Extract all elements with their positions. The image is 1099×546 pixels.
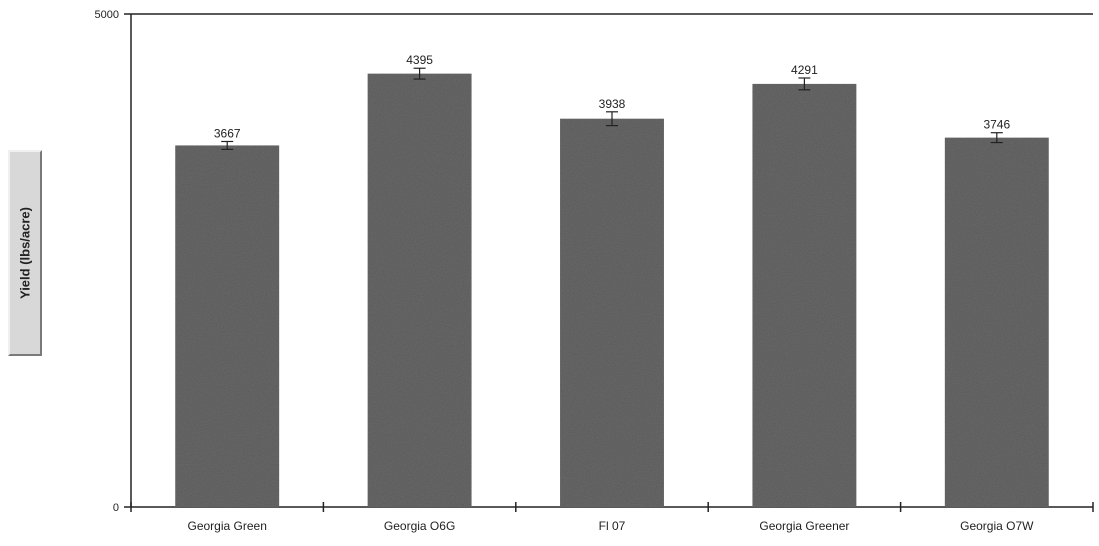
x-tick-label: Georgia O7W [960, 519, 1034, 533]
y-axis-label: Yield (lbs/acre) [17, 207, 33, 299]
data-label: 3667 [214, 126, 241, 140]
bar [560, 118, 664, 508]
data-label: 3938 [599, 97, 626, 111]
data-label: 4291 [791, 63, 818, 77]
bar [944, 137, 1049, 507]
y-tick-label: 5000 [95, 9, 119, 21]
x-tick-label: Georgia O6G [384, 519, 455, 533]
bar [752, 83, 857, 507]
data-label: 4395 [406, 53, 433, 67]
bar [367, 73, 472, 507]
data-label: 3746 [983, 118, 1010, 132]
y-tick-label: 0 [113, 502, 119, 514]
x-tick-label: Georgia Green [188, 519, 267, 533]
bar [175, 145, 280, 507]
x-tick-label: Fl 07 [599, 519, 626, 533]
y-axis-label-box: Yield (lbs/acre) [8, 150, 42, 356]
x-tick-label: Georgia Greener [759, 519, 849, 533]
